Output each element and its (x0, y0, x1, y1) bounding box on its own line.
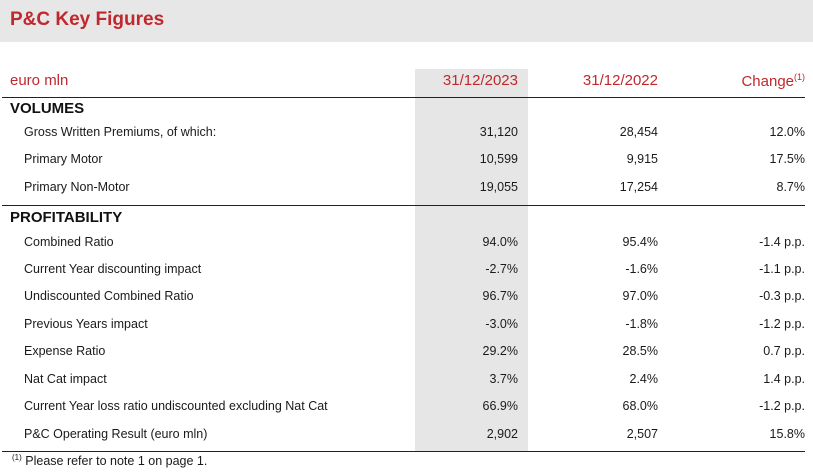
table-row: Combined Ratio 94.0% 95.4% -1.4 p.p. (0, 229, 813, 256)
footnote: (1) Please refer to note 1 on page 1. (12, 453, 207, 468)
table-row: Primary Non-Motor 19,055 17,254 8.7% (0, 174, 813, 201)
value-change: 15.8% (769, 427, 805, 441)
value-2022: 28,454 (619, 125, 658, 139)
section-title-volumes: VOLUMES (10, 100, 85, 117)
section-title-profitability: PROFITABILITY (10, 209, 123, 226)
value-2022: 2,507 (626, 427, 658, 441)
value-2022: 68.0% (622, 399, 658, 413)
value-change: 17.5% (769, 152, 805, 166)
column-header-change: Change(1) (658, 72, 805, 90)
row-label: Previous Years impact (24, 317, 148, 331)
value-2022: -1.8% (625, 317, 658, 331)
footnote-marker: (1) (12, 453, 22, 462)
table-row: Previous Years impact -3.0% -1.8% -1.2 p… (0, 311, 813, 338)
value-2023: -2.7% (485, 262, 518, 276)
value-2023: 29.2% (482, 344, 518, 358)
value-change: 8.7% (776, 180, 806, 194)
table-row: Current Year loss ratio undiscounted exc… (0, 393, 813, 420)
column-header-2022: 31/12/2022 (582, 72, 658, 89)
value-2022: 95.4% (622, 235, 658, 249)
unit-label: euro mln (10, 72, 69, 89)
value-change: 0.7 p.p. (763, 344, 805, 358)
value-change: 1.4 p.p. (763, 372, 805, 386)
value-2023: 2,902 (486, 427, 518, 441)
value-2023: 19,055 (479, 180, 518, 194)
header-divider (2, 97, 805, 98)
value-2023: 3.7% (489, 372, 519, 386)
value-change: -0.3 p.p. (759, 289, 805, 303)
table-row: Expense Ratio 29.2% 28.5% 0.7 p.p. (0, 338, 813, 365)
change-footnote-marker: (1) (794, 72, 805, 82)
table-row: Nat Cat impact 3.7% 2.4% 1.4 p.p. (0, 366, 813, 393)
value-2022: 17,254 (619, 180, 658, 194)
row-label: Expense Ratio (24, 344, 106, 358)
value-2023: 66.9% (482, 399, 518, 413)
row-label: Primary Motor (24, 152, 103, 166)
value-2023: -3.0% (485, 317, 518, 331)
value-2022: 2.4% (629, 372, 659, 386)
table-row: P&C Operating Result (euro mln) 2,902 2,… (0, 421, 813, 448)
row-label: Combined Ratio (24, 235, 114, 249)
value-change: -1.2 p.p. (759, 399, 805, 413)
highlighted-column-background (415, 69, 528, 452)
section-divider (2, 205, 805, 206)
value-change: -1.1 p.p. (759, 262, 805, 276)
table-row: Current Year discounting impact -2.7% -1… (0, 256, 813, 283)
table-row: Gross Written Premiums, of which: 31,120… (0, 119, 813, 146)
value-change: 12.0% (769, 125, 805, 139)
value-change: -1.2 p.p. (759, 317, 805, 331)
row-label: Primary Non-Motor (24, 180, 130, 194)
title-bar: P&C Key Figures (0, 0, 813, 42)
value-change: -1.4 p.p. (759, 235, 805, 249)
table-bottom-divider (2, 451, 805, 452)
row-label: Nat Cat impact (24, 372, 107, 386)
value-2023: 10,599 (479, 152, 518, 166)
value-2022: 97.0% (622, 289, 658, 303)
page-title: P&C Key Figures (10, 9, 165, 30)
column-header-2023: 31/12/2023 (442, 72, 518, 89)
table-header-row: euro mln 31/12/2023 31/12/2022 Change(1) (0, 69, 813, 97)
value-2023: 31,120 (479, 125, 518, 139)
value-2022: 28.5% (622, 344, 658, 358)
value-2022: -1.6% (625, 262, 658, 276)
value-2023: 94.0% (482, 235, 518, 249)
row-label: Gross Written Premiums, of which: (24, 125, 217, 139)
value-2023: 96.7% (482, 289, 518, 303)
row-label: Current Year discounting impact (24, 262, 202, 276)
row-label: Current Year loss ratio undiscounted exc… (24, 399, 328, 413)
row-label: P&C Operating Result (euro mln) (24, 427, 208, 441)
footnote-text: Please refer to note 1 on page 1. (21, 454, 208, 468)
change-header-label: Change (741, 73, 794, 90)
value-2022: 9,915 (626, 152, 658, 166)
row-label: Undiscounted Combined Ratio (24, 289, 194, 303)
table-row: Undiscounted Combined Ratio 96.7% 97.0% … (0, 283, 813, 310)
table-row: Primary Motor 10,599 9,915 17.5% (0, 146, 813, 173)
